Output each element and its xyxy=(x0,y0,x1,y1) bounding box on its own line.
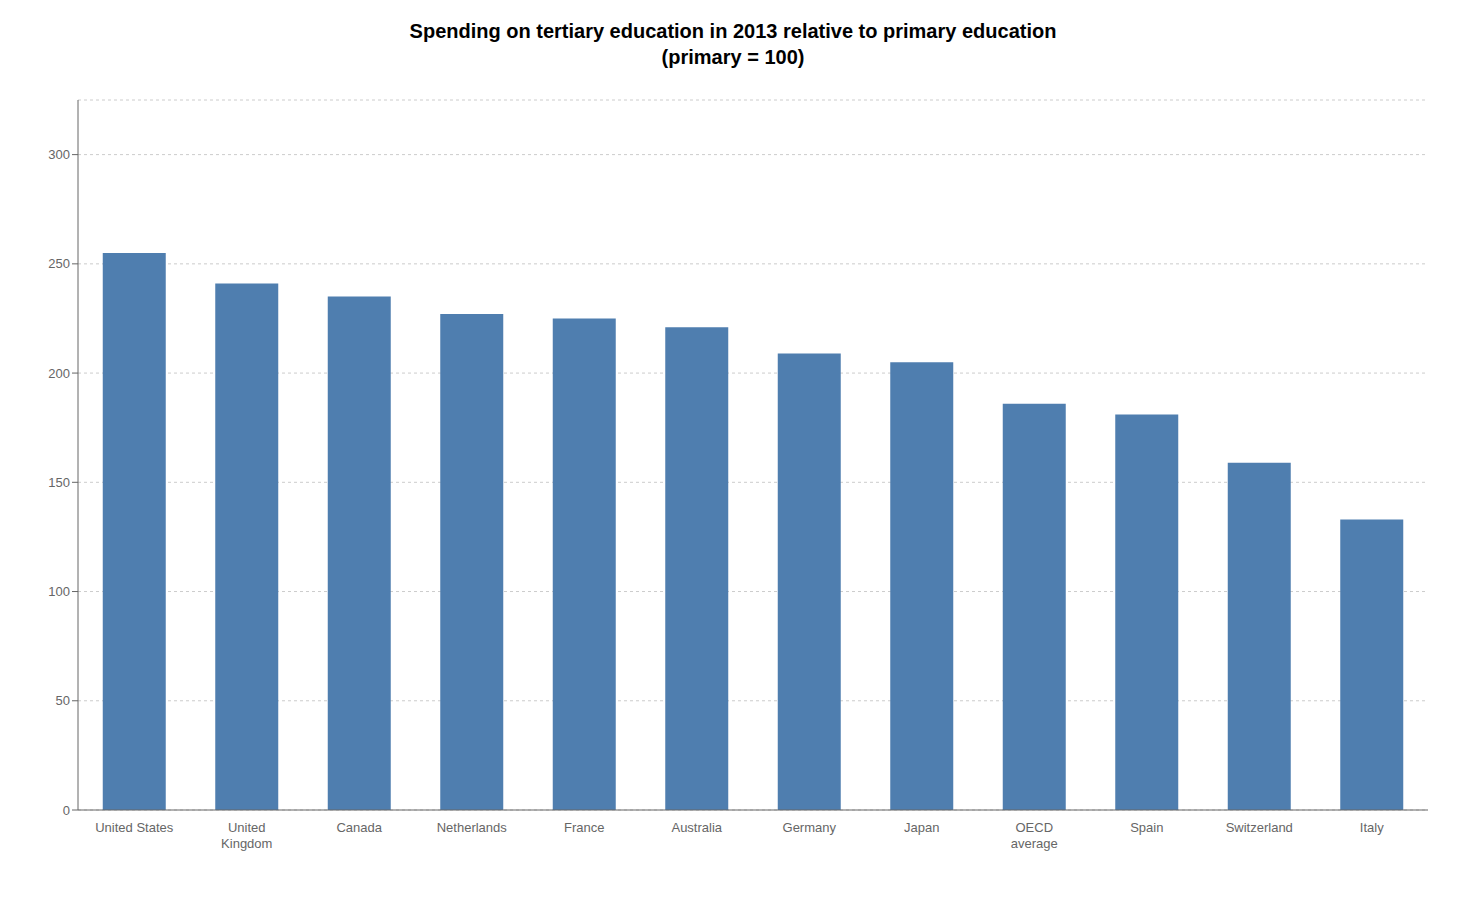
svg-text:Japan: Japan xyxy=(904,820,939,835)
svg-text:United States: United States xyxy=(95,820,174,835)
svg-text:100: 100 xyxy=(48,584,70,599)
svg-text:Switzerland: Switzerland xyxy=(1226,820,1293,835)
svg-text:France: France xyxy=(564,820,604,835)
svg-text:Spain: Spain xyxy=(1130,820,1163,835)
svg-text:150: 150 xyxy=(48,475,70,490)
html-text:(primary = 100): (primary = 100) xyxy=(661,46,805,68)
svg-text:Italy: Italy xyxy=(1360,820,1384,835)
svg-text:OECDaverage: OECDaverage xyxy=(1011,820,1058,851)
svg-text:250: 250 xyxy=(48,256,70,271)
svg-text:Netherlands: Netherlands xyxy=(437,820,508,835)
svg-text:200: 200 xyxy=(48,366,70,381)
svg-text:50: 50 xyxy=(56,693,70,708)
svg-text:0: 0 xyxy=(63,803,70,818)
svg-text:300: 300 xyxy=(48,147,70,162)
svg-text:Australia: Australia xyxy=(671,820,722,835)
svg-text:Germany: Germany xyxy=(783,820,837,835)
html-text:Spending on tertiary education: Spending on tertiary education in 2013 r… xyxy=(409,20,1057,42)
svg-text:UnitedKingdom: UnitedKingdom xyxy=(221,820,272,851)
svg-text:Canada: Canada xyxy=(336,820,382,835)
